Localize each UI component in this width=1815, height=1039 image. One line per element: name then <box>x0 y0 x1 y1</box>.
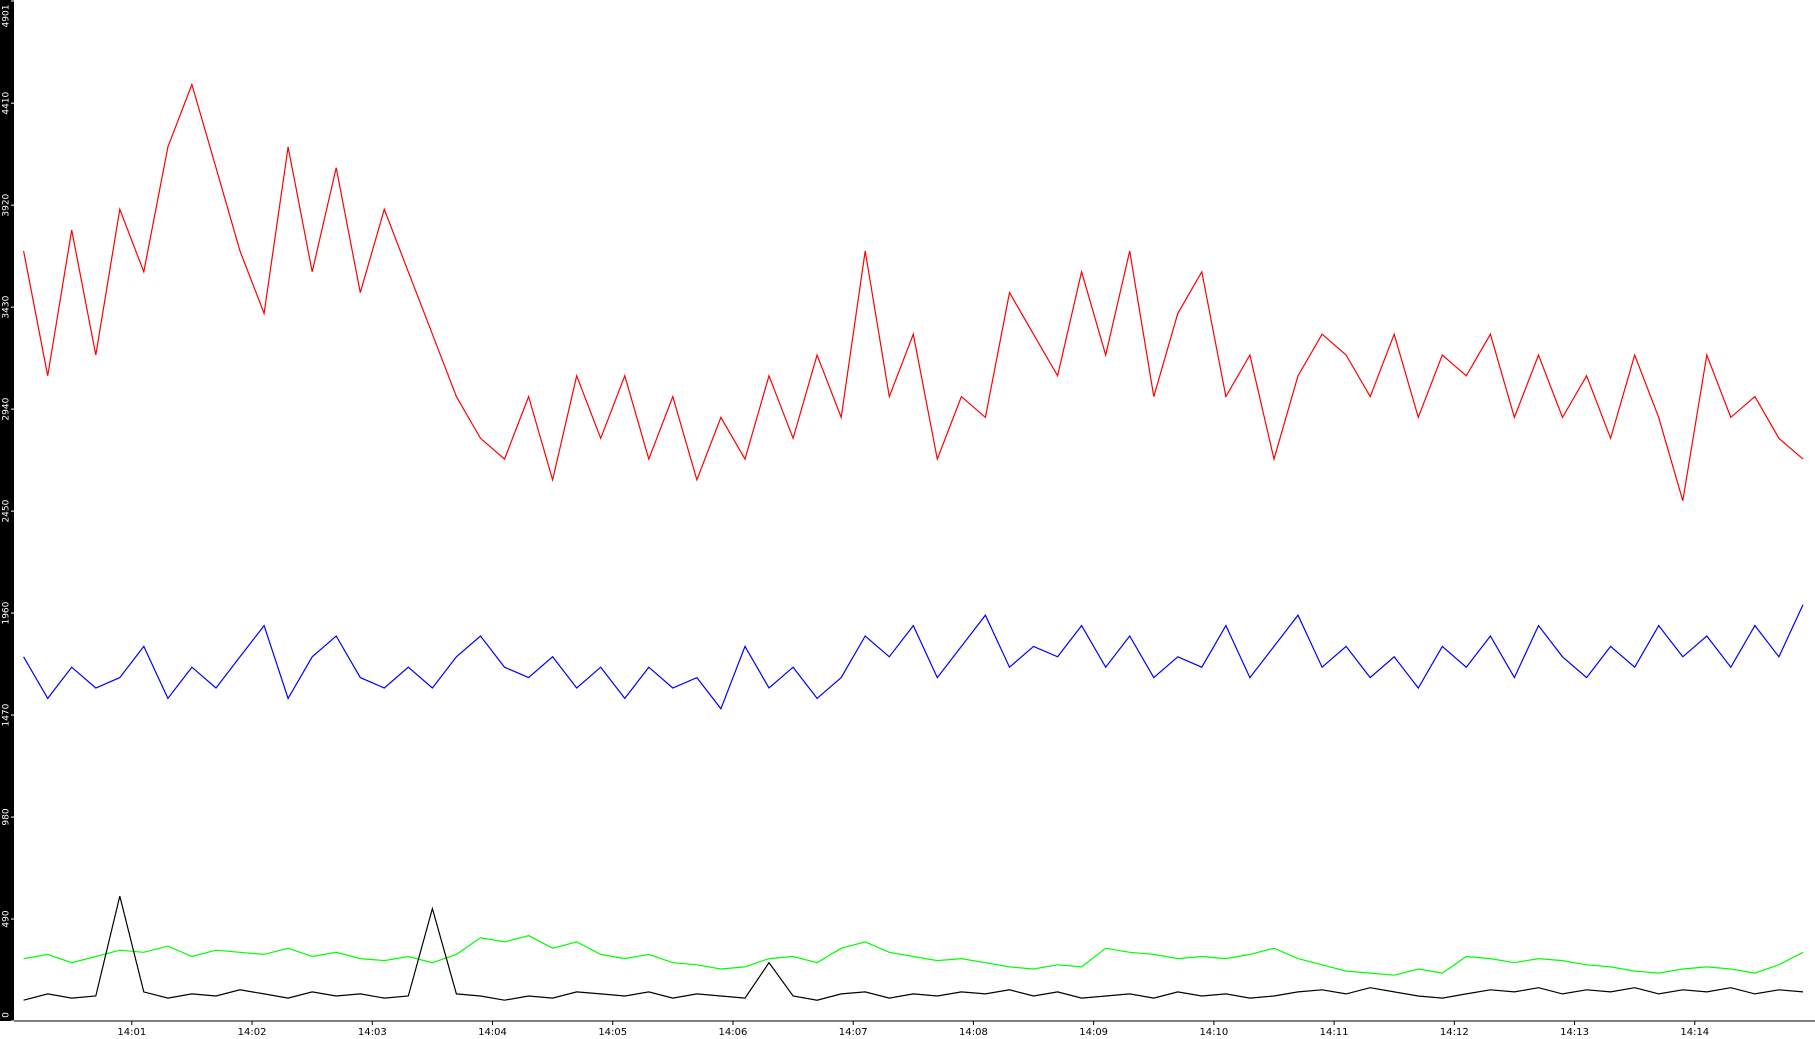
x-tick-label: 14:11 <box>1320 1027 1349 1038</box>
y-tick-label: 0 <box>2 1012 12 1018</box>
x-tick-label: 14:04 <box>478 1027 507 1038</box>
x-tick-label: 14:05 <box>598 1027 627 1038</box>
x-tick-label: 14:01 <box>117 1027 146 1038</box>
x-tick-label: 14:12 <box>1440 1027 1469 1038</box>
x-tick-label: 14:09 <box>1079 1027 1108 1038</box>
x-tick-label: 14:10 <box>1199 1027 1228 1038</box>
y-tick-label: 490 <box>2 910 12 927</box>
y-tick-label: 2450 <box>2 499 12 522</box>
y-tick-label: 3920 <box>2 193 12 216</box>
x-tick-label: 14:08 <box>959 1027 988 1038</box>
y-tick-label: 2940 <box>2 397 12 420</box>
x-tick-label: 14:14 <box>1680 1027 1709 1038</box>
x-tick-label: 14:06 <box>719 1027 748 1038</box>
y-tick-label: 3430 <box>2 295 12 318</box>
series-line <box>23 82 1804 501</box>
x-tick-label: 14:13 <box>1560 1027 1589 1038</box>
y-tick-label: 980 <box>2 808 12 825</box>
y-tick-label: 4410 <box>2 91 12 114</box>
x-tick-label: 14:07 <box>839 1027 868 1038</box>
y-tick-label: 1470 <box>2 703 12 726</box>
x-tick-label: 14:03 <box>358 1027 387 1038</box>
series-line <box>23 604 1804 711</box>
series-line <box>23 935 1804 976</box>
x-tick-label: 14:02 <box>238 1027 267 1038</box>
series-line <box>23 895 1804 1001</box>
y-axis-strip <box>0 0 14 1021</box>
y-tick-label: 4901 <box>2 5 12 28</box>
y-tick-label: 1960 <box>2 601 12 624</box>
